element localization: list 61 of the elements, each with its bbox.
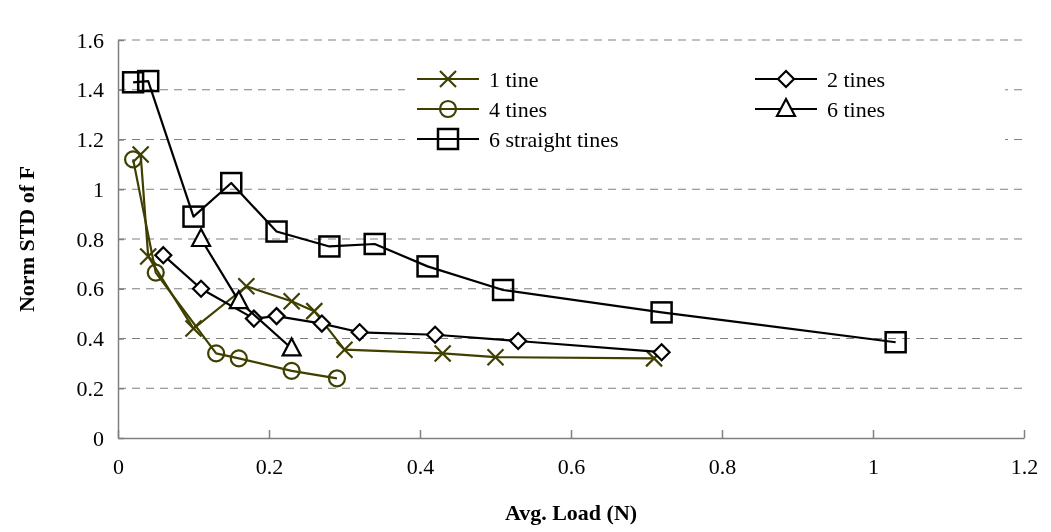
point [318, 235, 341, 258]
point [335, 340, 354, 359]
point [509, 331, 528, 351]
x-tick-label: 1.2 [1010, 453, 1039, 479]
point [146, 263, 165, 282]
y-tick-label: 0.8 [76, 226, 104, 252]
y-tick-label: 0 [93, 425, 104, 451]
legend-label: 6 straight tines [489, 127, 619, 152]
point [191, 279, 211, 298]
y-tick-label: 1.4 [76, 77, 104, 103]
point [131, 145, 150, 164]
point [652, 343, 671, 362]
y-tick-label: 0.6 [76, 276, 104, 302]
legend-label: 1 tine [489, 67, 539, 92]
y-tick-label: 1 [93, 176, 104, 202]
point [154, 246, 173, 265]
point [426, 325, 445, 344]
point [139, 247, 158, 266]
point [220, 171, 243, 195]
point [282, 361, 301, 380]
point [350, 323, 369, 342]
point [312, 314, 331, 333]
x-tick-label: 0.6 [557, 453, 586, 479]
point [491, 278, 515, 302]
y-tick-label: 1.2 [76, 127, 104, 153]
point [265, 220, 288, 243]
legend-label: 2 tines [827, 67, 886, 92]
x-tick-label: 0 [113, 453, 124, 479]
point [884, 330, 907, 354]
point [184, 319, 203, 338]
y-tick-label: 0.4 [76, 326, 104, 352]
x-tick-label: 0.2 [255, 453, 284, 479]
point [190, 227, 212, 248]
point [644, 349, 664, 368]
point [136, 69, 160, 93]
point [267, 307, 286, 326]
point [363, 232, 386, 256]
point [182, 205, 205, 228]
point [433, 344, 452, 363]
x-tick-label: 0.4 [406, 453, 435, 479]
point [305, 302, 324, 321]
x-axis-title: Avg. Load (N) [504, 500, 638, 525]
x-tick-label: 1 [868, 453, 879, 479]
legend-label: 6 tines [827, 97, 886, 122]
x-tick-label: 0.8 [708, 453, 737, 479]
point [207, 344, 226, 363]
point [124, 150, 143, 169]
point [237, 277, 256, 296]
y-tick-label: 1.6 [76, 27, 104, 53]
legend-label: 4 tines [489, 97, 548, 122]
point [327, 369, 347, 388]
point [486, 348, 505, 367]
point [650, 301, 673, 324]
point [121, 71, 145, 94]
point [229, 349, 248, 368]
y-tick-label: 0.2 [76, 375, 104, 401]
point [281, 337, 302, 357]
point [228, 290, 249, 310]
point [416, 255, 439, 278]
point [282, 292, 301, 311]
y-axis-title: Norm STD of F [14, 165, 39, 313]
